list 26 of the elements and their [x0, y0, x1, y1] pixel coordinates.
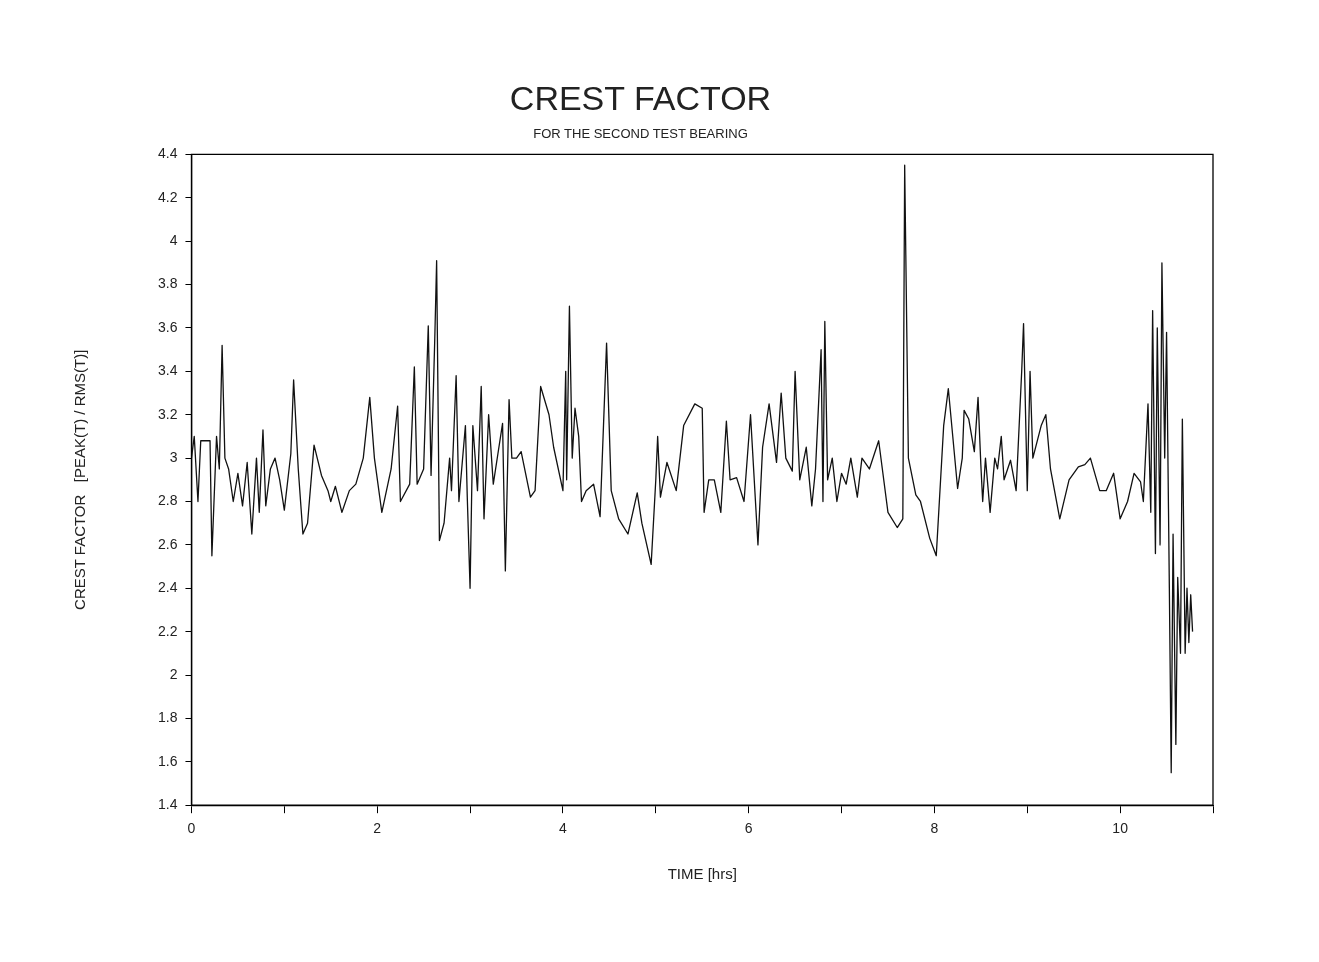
y-tick-label: 3 [169, 448, 178, 465]
y-tick-label: 3.6 [157, 318, 178, 335]
x-tick-label: 10 [1112, 820, 1129, 837]
y-tick-label: 1.6 [157, 752, 178, 769]
y-axis-title: CREST FACTOR [PEAK(T) / RMS(T)] [71, 349, 89, 610]
y-tick-label: 1.4 [157, 796, 178, 813]
x-tick-label: 6 [744, 820, 753, 837]
y-tick-label: 3.2 [157, 405, 178, 422]
y-tick-label: 2.2 [157, 622, 178, 639]
y-tick-label: 4.4 [157, 145, 178, 162]
y-tick-label: 2.8 [157, 492, 178, 509]
chart-title: CREST FACTOR [509, 78, 772, 117]
x-axis-title: TIME [hrs] [667, 865, 737, 883]
y-tick-label: 2.4 [157, 579, 178, 596]
y-tick-label: 4 [169, 232, 178, 249]
x-tick-label: 2 [373, 820, 382, 837]
x-tick-label: 4 [559, 820, 568, 837]
y-tick-label: 2.6 [157, 535, 178, 552]
y-tick-label: 1.8 [157, 709, 178, 726]
x-tick-label: 0 [187, 820, 196, 837]
y-tick-label: 3.8 [157, 275, 178, 292]
chart-subtitle: FOR THE SECOND TEST BEARING [533, 126, 748, 142]
x-tick-label: 8 [930, 820, 939, 837]
y-tick-label: 4.2 [157, 188, 178, 205]
y-tick-label: 2 [169, 665, 178, 682]
y-tick-label: 3.4 [157, 362, 178, 379]
